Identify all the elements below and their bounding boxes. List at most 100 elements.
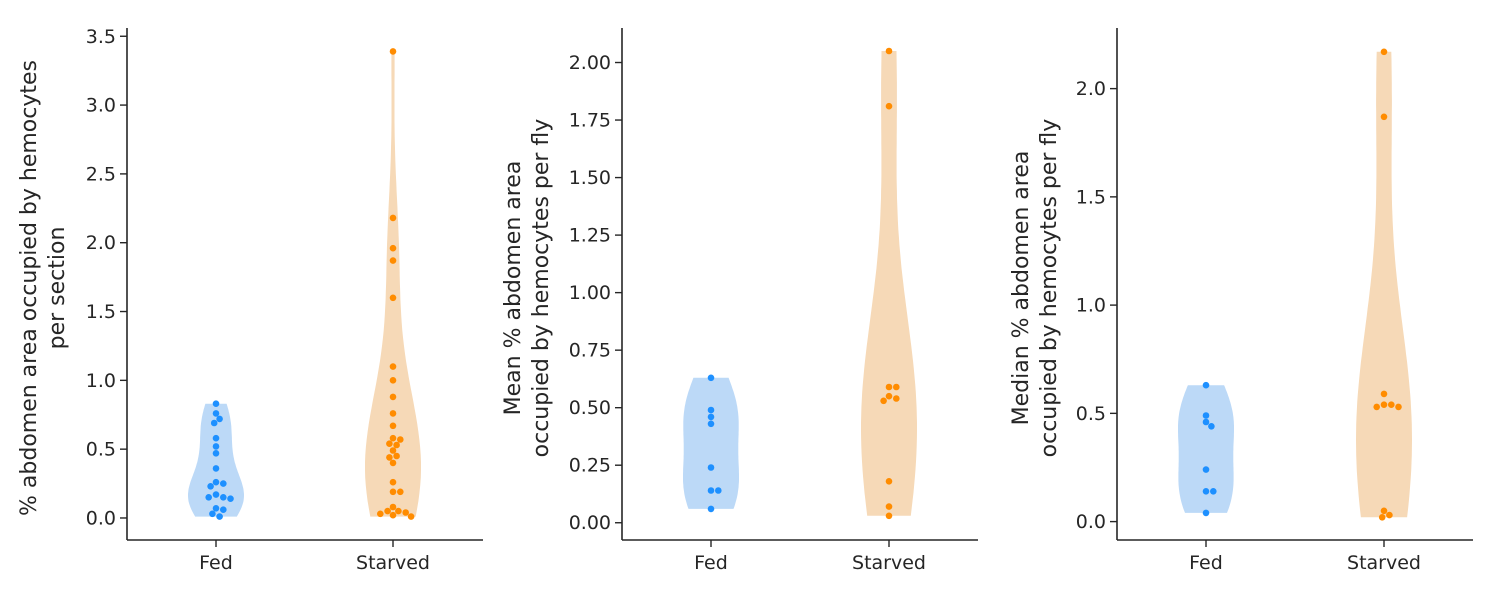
y-tick-label: 2.5: [86, 163, 116, 185]
data-point-fed: [212, 400, 220, 408]
data-point-fed: [707, 487, 715, 494]
data-point-fed: [227, 495, 234, 503]
violin-starved: [365, 51, 421, 517]
data-point-fed: [220, 480, 227, 487]
x-tick-label-starved: Starved: [356, 552, 430, 574]
data-point-starved: [389, 434, 397, 442]
y-tick-label: 0.00: [569, 512, 611, 534]
y-tick-label: 1.00: [569, 282, 611, 304]
data-point-starved: [1378, 514, 1386, 521]
y-tick-label: 2.0: [86, 232, 116, 254]
data-point-starved: [386, 454, 393, 461]
data-point-starved: [893, 383, 900, 391]
data-point-starved: [389, 410, 397, 417]
data-point-starved: [389, 214, 397, 222]
data-point-starved: [389, 244, 397, 252]
data-point-starved: [389, 478, 397, 486]
y-tick-label: 0.5: [86, 439, 116, 461]
data-point-fed: [707, 413, 715, 421]
data-point-starved: [393, 441, 400, 449]
data-point-fed: [205, 494, 212, 501]
data-point-starved: [893, 395, 900, 402]
data-point-fed: [1202, 418, 1210, 426]
y-tick-label: 0.25: [569, 455, 611, 477]
data-point-starved: [389, 257, 397, 264]
y-tick-label: 2.0: [1076, 78, 1106, 100]
data-point-fed: [715, 487, 722, 494]
data-point-starved: [1380, 507, 1388, 515]
data-point-starved: [389, 48, 397, 55]
data-point-fed: [707, 374, 715, 382]
data-point-starved: [885, 47, 893, 55]
data-point-fed: [216, 415, 223, 423]
data-point-starved: [393, 452, 400, 460]
data-point-starved: [389, 488, 397, 496]
chart-panel-3: 0.0 0.5 1.0 1.5 2.0 Fed Starved Median % abdome…: [1009, 28, 1473, 574]
data-point-fed: [212, 434, 220, 442]
x-tick-label-fed: Fed: [1189, 552, 1223, 574]
y-tick-label: 2.00: [569, 52, 611, 74]
y-axis-label-line-2: occupied by hemocytes per fly: [529, 119, 554, 458]
y-axis-label-line-1: Median % abdomen area: [1009, 151, 1034, 426]
data-point-starved: [1373, 403, 1380, 411]
data-point-fed: [1208, 423, 1215, 430]
data-point-fed: [216, 513, 223, 520]
data-point-starved: [1380, 113, 1388, 121]
data-point-starved: [389, 447, 397, 454]
data-point-fed: [207, 483, 214, 490]
x-tick-label-fed: Fed: [694, 552, 728, 574]
data-point-starved: [885, 478, 893, 485]
data-point-starved: [395, 507, 402, 515]
data-point-starved: [389, 459, 397, 467]
data-point-fed: [212, 478, 220, 486]
data-point-fed: [220, 506, 227, 513]
y-axis-label-line-1: Mean % abdomen area: [501, 161, 526, 416]
data-point-fed: [220, 494, 227, 501]
data-point-fed: [707, 505, 715, 513]
x-tick-label-starved: Starved: [852, 552, 926, 574]
data-point-starved: [389, 377, 397, 384]
chart-panel-1: 0.0 0.5 1.0 1.5 2.0 2.5 3.0 3.5 Fed Starved % abdo…: [17, 26, 483, 574]
violin-starved: [1356, 51, 1412, 518]
y-tick-label: 1.0: [86, 370, 116, 392]
data-point-starved: [885, 102, 893, 110]
y-tick-label: 1.5: [1076, 186, 1106, 208]
data-point-fed: [212, 505, 220, 512]
y-tick-label: 1.25: [569, 225, 611, 247]
data-point-starved: [377, 510, 384, 518]
y-tick-label: 1.50: [569, 167, 611, 189]
data-point-starved: [389, 511, 397, 519]
y-tick-label: 0.75: [569, 340, 611, 362]
data-point-fed: [1202, 381, 1210, 389]
y-axis-label-line-1: % abdomen area occupied by hemocytes: [17, 60, 42, 516]
violin-fed: [1178, 385, 1234, 513]
data-point-fed: [1202, 466, 1210, 473]
y-tick-label: 3.0: [86, 95, 116, 117]
data-point-fed: [212, 465, 220, 472]
y-tick-label: 3.5: [86, 26, 116, 48]
data-point-starved: [1380, 401, 1388, 409]
y-tick-label: 0.0: [86, 507, 116, 529]
data-point-starved: [389, 422, 397, 430]
data-point-starved: [1395, 403, 1402, 411]
data-point-starved: [880, 397, 887, 405]
data-point-fed: [1202, 488, 1210, 495]
y-axis-label-line-2: occupied by hemocytes per fly: [1037, 119, 1062, 458]
data-point-starved: [389, 363, 397, 370]
data-point-starved: [402, 509, 410, 516]
data-point-starved: [885, 512, 893, 520]
y-tick-label: 1.0: [1076, 295, 1106, 317]
data-point-starved: [1380, 48, 1388, 56]
data-point-fed: [210, 419, 218, 427]
chart-panel-2: 0.00 0.25 0.50 0.75 1.00 1.25 1.50 1.75 2.00 Fed S…: [501, 28, 978, 574]
violin-starved: [861, 51, 917, 516]
data-point-starved: [885, 383, 893, 391]
data-point-starved: [389, 294, 397, 302]
data-point-fed: [212, 410, 220, 417]
x-tick-label-fed: Fed: [199, 552, 233, 574]
data-point-fed: [209, 510, 216, 518]
data-point-starved: [389, 503, 397, 511]
data-point-starved: [389, 393, 397, 401]
data-point-starved: [885, 503, 893, 510]
